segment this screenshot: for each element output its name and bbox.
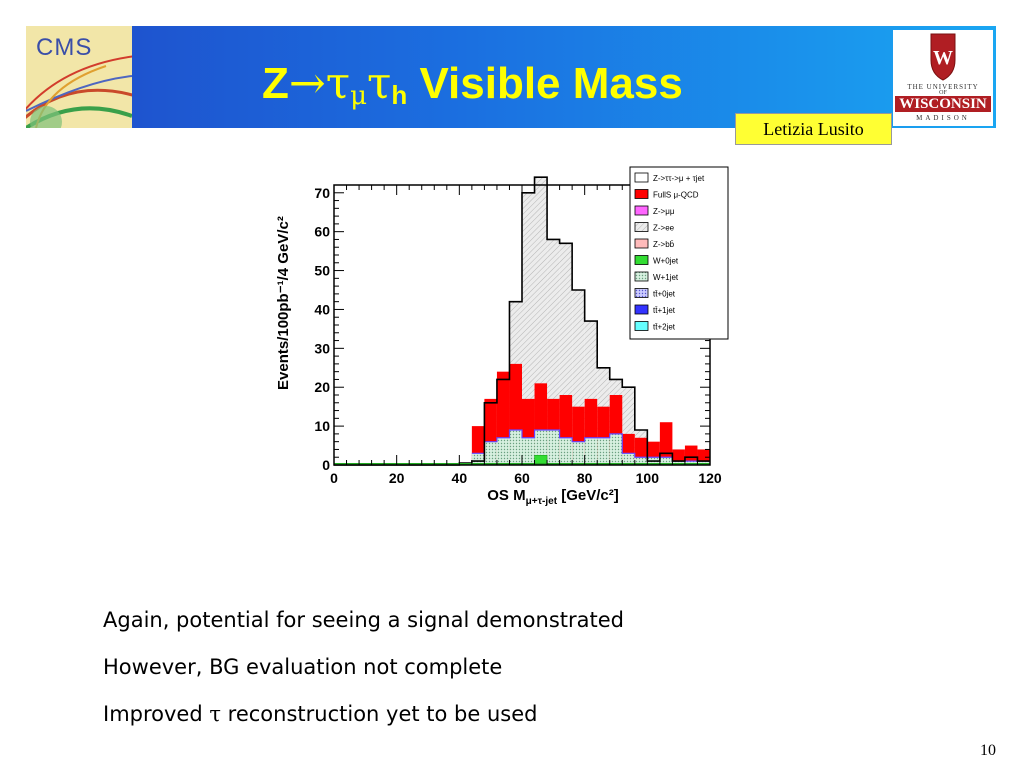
legend-swatch — [634, 288, 649, 298]
legend-label: Z->ee — [653, 224, 675, 233]
x-tick-label: 0 — [330, 470, 338, 486]
y-tick-label: 20 — [314, 379, 330, 395]
bullet-1: Again, potential for seeing a signal dem… — [103, 608, 624, 632]
qcd-bar — [659, 422, 673, 465]
signal-bar — [522, 192, 535, 465]
legend-swatch — [634, 172, 649, 183]
legend-swatch — [634, 205, 649, 216]
legend-label: tt̄+1jet — [653, 306, 676, 315]
axes: 0 20 40 60 80 100 120 0 10 20 30 40 50 60 70 — [314, 184, 722, 486]
wjet-bar — [522, 437, 535, 465]
uw-logo: W THE UNIVERSITY OF WISCONSIN MADISON — [893, 30, 993, 126]
x-axis-label: OS Mμ+τ-jet [GeV/c²] — [487, 487, 618, 507]
cms-logo-text: CMS — [36, 34, 93, 61]
wjet-bar — [509, 430, 522, 465]
svg-text:W: W — [933, 47, 953, 69]
wjet-bar — [496, 437, 510, 465]
y-tick-label: 0 — [322, 457, 330, 473]
cms-logo: CMS — [26, 26, 132, 128]
legend-swatch — [634, 238, 649, 249]
wjet-bar — [584, 437, 598, 465]
bullet-3: Improved τ reconstruction yet to be used — [103, 702, 537, 726]
header-bar — [26, 26, 996, 128]
wjet-bar — [634, 457, 648, 465]
x-tick-label: 120 — [698, 470, 722, 486]
bullet-3-tau: τ — [209, 702, 221, 726]
legend-label: Z->μμ — [653, 207, 675, 216]
legend-swatch — [634, 255, 649, 265]
author-label: Letizia Lusito — [735, 113, 892, 145]
uw-crest-icon: W — [895, 33, 991, 112]
x-label-unit: [GeV/c²] — [557, 487, 619, 504]
wjet-bar — [484, 441, 497, 465]
page-number: 10 — [980, 742, 996, 759]
legend-label: tt̄+2jet — [653, 323, 676, 332]
wjet-bar — [547, 430, 560, 465]
x-tick-label: 80 — [577, 470, 593, 486]
y-tick-label: 60 — [314, 224, 330, 240]
legend-label: tt̄+0jet — [653, 290, 676, 299]
legend-swatch — [634, 321, 649, 331]
wjet-bar — [609, 433, 623, 465]
y-tick-label: 50 — [314, 263, 330, 279]
cms-logo-graphic — [26, 26, 132, 128]
qcd-bar — [684, 445, 698, 465]
title-prefix: Z — [262, 59, 289, 108]
uw-line2: OF — [939, 90, 947, 96]
legend-swatch — [634, 271, 649, 282]
mass-histogram-chart: 0 20 40 60 80 100 120 0 10 20 30 40 50 60 70 Z->ττ->μ … — [275, 166, 729, 507]
title-suffix: Visible Mass — [407, 59, 683, 108]
x-tick-label: 100 — [636, 470, 660, 486]
uw-line3: WISCONSIN — [899, 96, 987, 112]
y-axis-label: Events/100pb⁻¹/4 GeV/c² — [275, 216, 292, 390]
wjet-bar — [597, 437, 610, 465]
wjet-bar — [572, 441, 585, 465]
legend-label: Z->ττ->μ + τjet — [653, 174, 705, 183]
title-arrow: → — [288, 58, 326, 109]
legend-label: FullS μ-QCD — [653, 191, 699, 200]
y-tick-label: 10 — [314, 418, 330, 434]
y-tick-label: 40 — [314, 301, 330, 317]
wjet-bar — [559, 437, 573, 465]
title-tau: τ — [325, 58, 351, 109]
wjet-bar — [622, 453, 635, 465]
legend-label: Z->bb̄ — [653, 240, 675, 249]
title-h-sub: h — [391, 80, 408, 110]
bullet-2: However, BG evaluation not complete — [103, 655, 503, 679]
title-mu-sub: μ — [350, 81, 368, 111]
bullet-3-pre: Improved — [103, 702, 210, 726]
wjet-bar — [471, 453, 485, 465]
y-tick-label: 70 — [314, 185, 330, 201]
histogram-bars — [334, 176, 710, 466]
legend-swatch — [634, 222, 649, 232]
bullet-3-post: reconstruction yet to be used — [220, 702, 538, 726]
slide-title: Z→τμτh Visible Mass — [262, 58, 683, 111]
y-tick-label: 30 — [314, 340, 330, 356]
legend: Z->ττ->μ + τjet FullS μ-QCD Z->μμ Z->ee Z->b… — [629, 166, 729, 340]
legend-label: W+0jet — [653, 257, 679, 266]
x-label-sub: μ+τ-jet — [526, 496, 558, 507]
legend-swatch — [634, 304, 649, 315]
ttbar-rim — [471, 429, 710, 462]
x-tick-label: 20 — [389, 470, 405, 486]
x-label-main: OS M — [487, 487, 525, 504]
title-tau2: τ — [367, 58, 392, 109]
uw-line1: THE UNIVERSITY — [907, 83, 979, 91]
x-tick-label: 60 — [514, 470, 530, 486]
uw-line4: MADISON — [916, 114, 970, 122]
x-tick-label: 40 — [452, 470, 468, 486]
legend-swatch — [634, 189, 649, 199]
wjet-bar — [659, 457, 673, 465]
legend-label: W+1jet — [653, 273, 679, 282]
